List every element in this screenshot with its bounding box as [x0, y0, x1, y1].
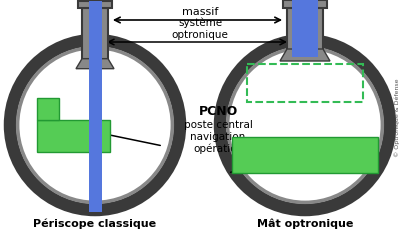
Bar: [37, 98, 59, 120]
Text: massif: massif: [182, 7, 218, 17]
Text: poste central
navigation
opération: poste central navigation opération: [183, 120, 252, 154]
Bar: [287, 6, 323, 57]
Circle shape: [20, 50, 170, 200]
Bar: [89, 2, 102, 212]
Polygon shape: [280, 49, 330, 61]
Bar: [89, 59, 102, 212]
Bar: [37, 120, 110, 152]
Bar: [78, 1, 112, 8]
Text: © Optronique & Défense: © Optronique & Défense: [395, 79, 400, 157]
Bar: [89, 7, 102, 59]
Bar: [292, 0, 318, 8]
Bar: [89, 1, 102, 8]
Bar: [82, 7, 108, 59]
Bar: [292, 6, 318, 57]
Bar: [283, 0, 327, 8]
Text: système
optronique: système optronique: [172, 18, 229, 40]
Bar: [232, 137, 378, 173]
Polygon shape: [76, 59, 114, 69]
Text: PCNO: PCNO: [198, 105, 238, 118]
Text: Périscope classique: Périscope classique: [33, 219, 156, 229]
Circle shape: [230, 50, 380, 200]
Text: Mât optronique: Mât optronique: [257, 219, 353, 229]
Bar: [247, 64, 363, 102]
